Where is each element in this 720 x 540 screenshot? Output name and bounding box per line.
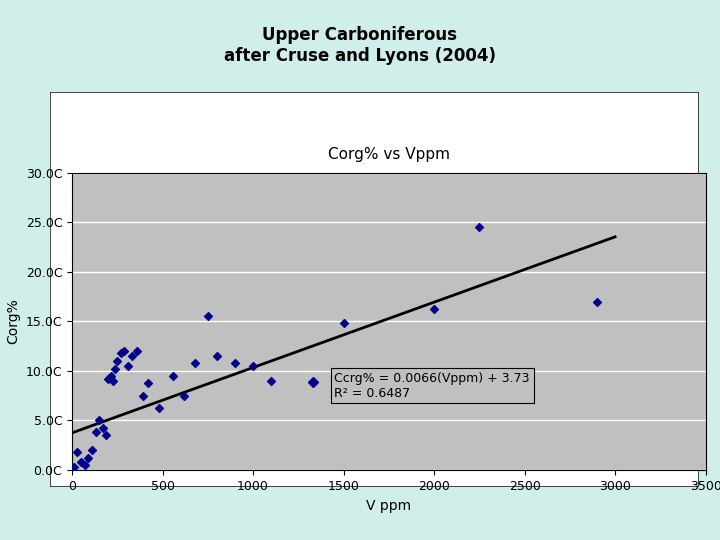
- Point: [126, 352, 138, 360]
- Text: Upper Carboniferous
after Cruse and Lyons (2004): Upper Carboniferous after Cruse and Lyon…: [224, 26, 496, 65]
- Point: [247, 362, 258, 370]
- Point: [189, 359, 201, 367]
- Point: [72, 448, 84, 456]
- Point: [90, 428, 102, 436]
- Point: [94, 416, 105, 424]
- Point: [591, 297, 603, 306]
- Point: [79, 461, 91, 469]
- Point: [168, 372, 179, 380]
- Point: [137, 391, 148, 400]
- Point: [122, 362, 134, 370]
- Point: [102, 374, 114, 383]
- Point: [474, 223, 485, 232]
- Point: [119, 347, 130, 355]
- Point: [153, 404, 165, 413]
- Point: [107, 376, 119, 385]
- Point: [109, 364, 120, 373]
- Title: Corg% vs Vppm: Corg% vs Vppm: [328, 147, 450, 162]
- Point: [132, 347, 143, 355]
- Point: [428, 305, 440, 314]
- Point: [115, 349, 127, 357]
- Point: [211, 352, 222, 360]
- Text: Ccrg% = 0.0066(Vppm) + 3.73
R² = 0.6487: Ccrg% = 0.0066(Vppm) + 3.73 R² = 0.6487: [335, 372, 530, 400]
- Point: [76, 457, 87, 466]
- Point: [202, 312, 214, 321]
- Point: [97, 424, 109, 433]
- Point: [83, 454, 94, 462]
- Y-axis label: Corg%: Corg%: [6, 299, 20, 344]
- Point: [410, 374, 422, 383]
- Point: [101, 431, 112, 440]
- Point: [338, 319, 349, 328]
- Point: [143, 379, 154, 387]
- Point: [68, 462, 80, 471]
- Point: [266, 376, 277, 385]
- X-axis label: V ppm: V ppm: [366, 500, 411, 514]
- Point: [86, 446, 98, 454]
- Point: [179, 391, 190, 400]
- Point: [229, 359, 240, 367]
- Point: [112, 356, 123, 365]
- Point: [105, 372, 117, 380]
